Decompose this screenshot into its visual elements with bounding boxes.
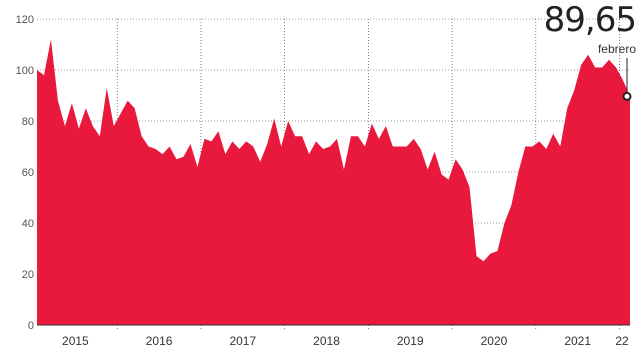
x-tick-label: 2019 xyxy=(397,334,424,348)
last-value-label: 89,65 xyxy=(544,0,636,40)
y-tick-label: 40 xyxy=(22,218,34,230)
x-tick-label: 2021 xyxy=(564,334,591,348)
x-tick-label: 22 xyxy=(615,334,629,348)
x-tick-label: 2015 xyxy=(62,334,89,348)
y-tick-label: 0 xyxy=(28,320,34,332)
x-axis: 2015 2016 2017 2018 2019 2020 2021 22 xyxy=(62,334,629,348)
y-tick-label: 20 xyxy=(22,269,34,281)
callout: 89,65 febrero xyxy=(544,0,637,101)
x-tick-label: 2016 xyxy=(146,334,173,348)
y-tick-label: 80 xyxy=(22,116,34,128)
area-series xyxy=(37,39,630,326)
x-tick-label: 2020 xyxy=(481,334,508,348)
last-value-marker xyxy=(622,91,632,101)
y-axis: 0 20 40 60 80 100 120 xyxy=(16,14,34,332)
last-month-label: febrero xyxy=(598,42,636,56)
y-tick-label: 100 xyxy=(16,65,34,77)
y-tick-label: 120 xyxy=(16,14,34,26)
x-tick-label: 2017 xyxy=(229,334,256,348)
x-tick-label: 2018 xyxy=(313,334,340,348)
area-layer xyxy=(37,39,630,326)
y-tick-label: 60 xyxy=(22,167,34,179)
